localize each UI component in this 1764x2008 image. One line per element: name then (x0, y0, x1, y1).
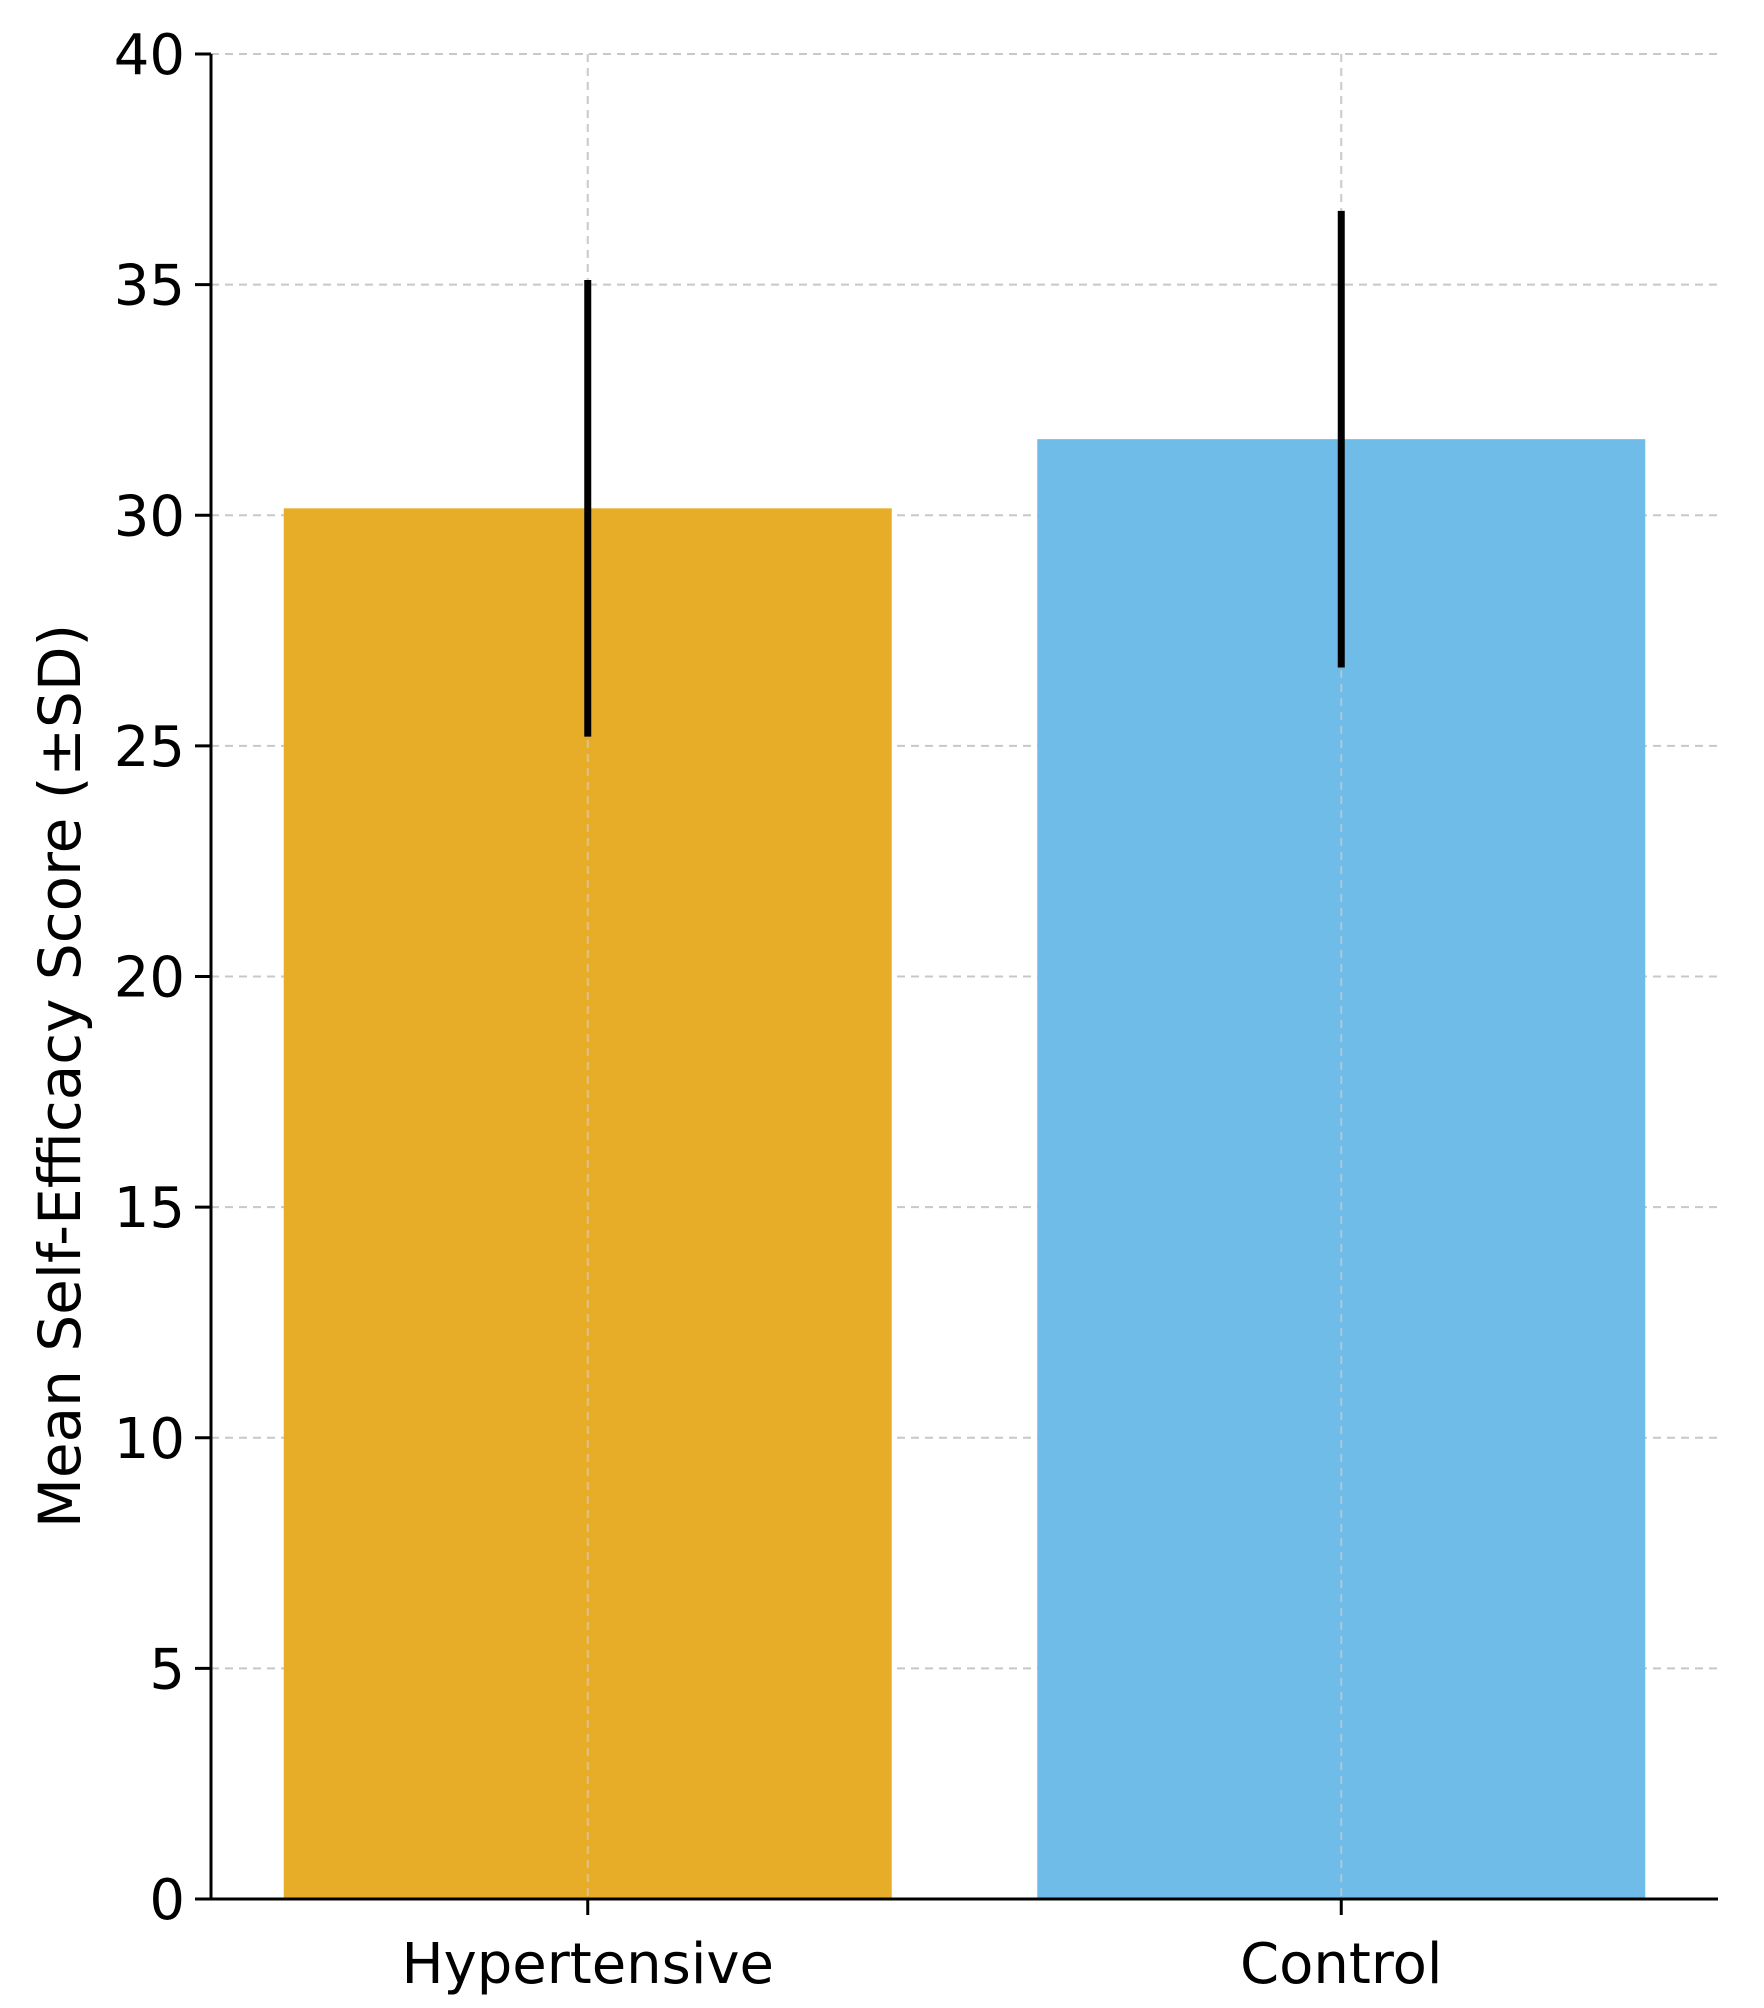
y-tick-label: 10 (114, 1407, 185, 1472)
y-tick-label: 0 (149, 1868, 185, 1933)
y-tick-label: 15 (114, 1176, 185, 1241)
y-tick-label: 20 (114, 946, 185, 1011)
y-tick-label: 30 (114, 484, 185, 549)
x-tick-label-hypertensive: Hypertensive (401, 1932, 774, 1997)
y-tick-label: 40 (114, 23, 185, 88)
axis-layer: 0 5 10 15 20 25 30 35 40 Hypertensive Control (114, 23, 1718, 1997)
x-tick-label-control: Control (1240, 1932, 1442, 1997)
y-tick-label: 35 (114, 254, 185, 319)
y-tick-label: 25 (114, 715, 185, 780)
y-tick-label: 5 (149, 1637, 185, 1702)
bar-layer (283, 54, 1646, 1899)
y-axis-title: Mean Self-Efficacy Score (±SD) (26, 624, 94, 1528)
error-bar-layer (584, 210, 1345, 737)
